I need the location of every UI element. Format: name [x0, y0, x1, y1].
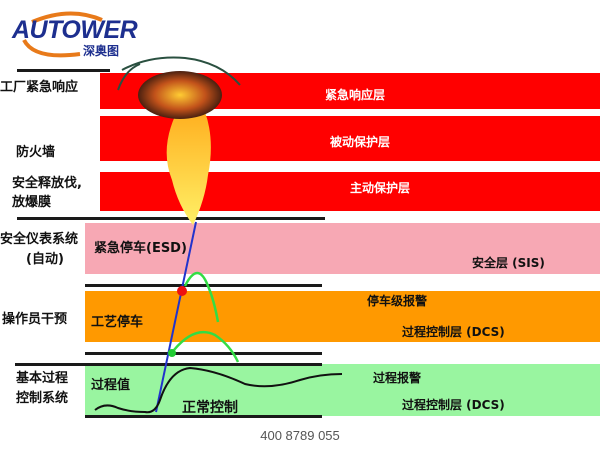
divider — [85, 284, 322, 287]
divider — [85, 352, 322, 355]
layer-sis: 安全层 (SIS) — [472, 256, 545, 270]
divider — [17, 217, 325, 220]
divider — [15, 363, 322, 366]
label-operator: 操作员干预 — [2, 312, 68, 327]
layer-esd: 紧急停车(ESD) — [94, 241, 187, 256]
layer-process-value: 过程值 — [91, 378, 131, 393]
shutdown-recovery-curve — [183, 271, 220, 323]
layer-dcs-1: 过程控制层 (DCS) — [402, 325, 505, 339]
divider — [17, 69, 110, 72]
sis-band — [85, 223, 600, 274]
label-sis-1: 安全仪表系统 — [0, 232, 79, 247]
label-firewall: 防火墙 — [16, 145, 56, 160]
logo-arc-icon — [22, 11, 103, 58]
shutdown-trip-point — [177, 286, 187, 296]
process-value-curve — [94, 366, 343, 414]
layer-passive: 被动保护层 — [329, 135, 391, 149]
layer-dcs-2: 过程控制层 (DCS) — [402, 398, 505, 412]
layer-normal-control: 正常控制 — [182, 400, 238, 416]
escalation-line — [155, 221, 197, 413]
label-emergency-response: 工厂紧急响应 — [0, 80, 79, 95]
alarm-trip-point — [168, 349, 176, 357]
label-bpcs-2: 控制系统 — [16, 391, 69, 406]
label-bpcs-1: 基本过程 — [16, 371, 69, 386]
footer-phone: 400 8789 055 — [260, 428, 340, 443]
bpcs-band — [85, 364, 600, 416]
alarm-recovery-curve — [173, 330, 240, 363]
layer-emergency: 紧急响应层 — [324, 88, 386, 102]
label-relief-1: 安全释放伐, — [12, 176, 82, 191]
label-sis-2: (自动) — [26, 252, 64, 267]
layer-active: 主动保护层 — [349, 181, 411, 195]
divider — [85, 415, 322, 418]
explosion-icon — [117, 56, 241, 225]
layer-process-alarm: 过程报警 — [373, 371, 422, 385]
logo-brand: AUTOWER — [12, 16, 138, 44]
layer-shutdown-alarm: 停车级报警 — [367, 294, 428, 308]
layer-process-shutdown: 工艺停车 — [91, 315, 144, 330]
label-relief-2: 放爆膜 — [12, 195, 52, 210]
logo-subtitle: 深奥图 — [83, 44, 120, 58]
alarm-band — [85, 291, 600, 342]
